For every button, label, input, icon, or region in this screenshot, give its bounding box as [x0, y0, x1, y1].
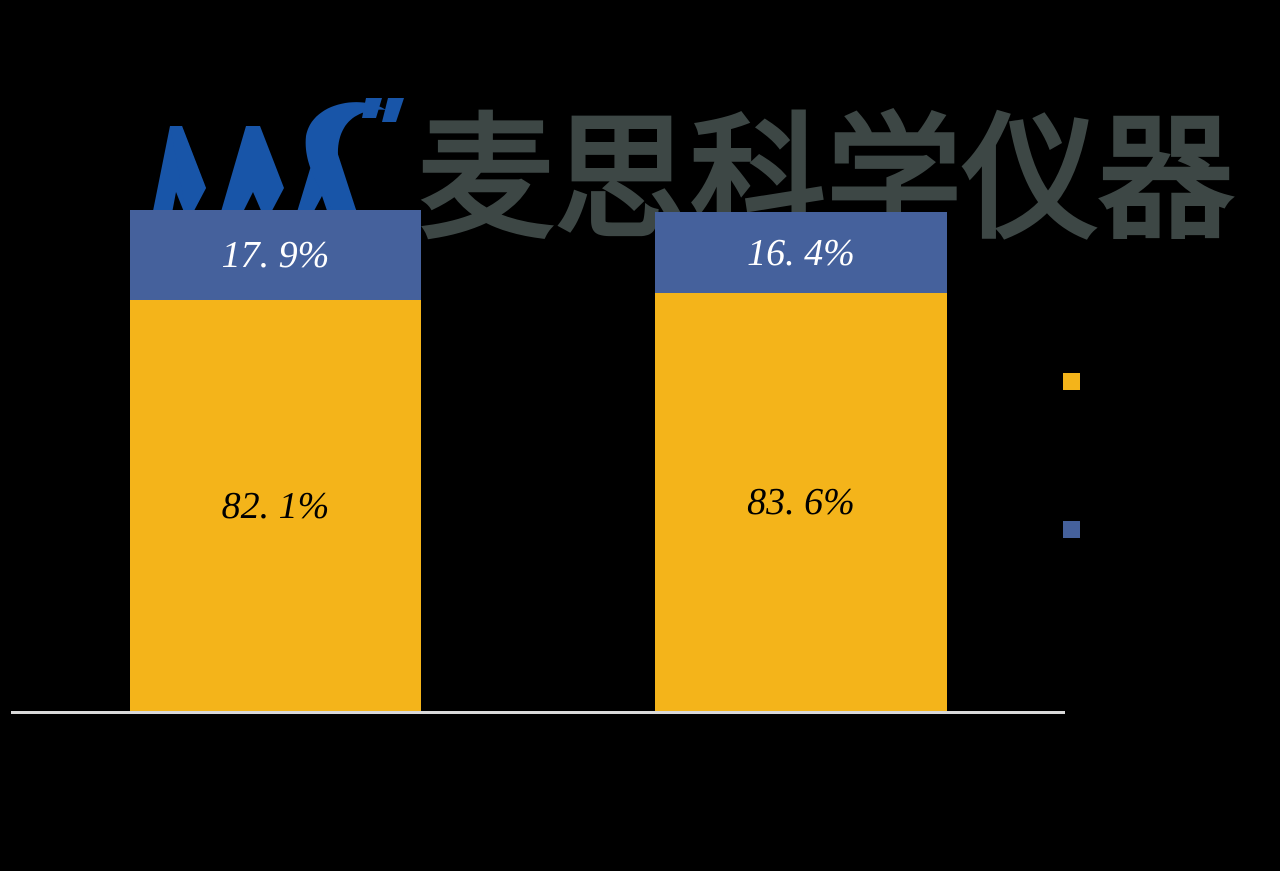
legend-swatch-series-1 [1063, 373, 1080, 390]
bar-2[interactable]: 16. 4% 83. 6% [655, 212, 947, 711]
bar-2-segment-bottom[interactable]: 83. 6% [655, 293, 947, 711]
chart-legend [1063, 373, 1263, 543]
legend-item-series-1[interactable] [1063, 373, 1090, 390]
bar-2-segment-bottom-label: 83. 6% [747, 481, 855, 523]
bar-2-segment-top-label: 16. 4% [747, 231, 855, 274]
bar-1-segment-top-label: 17. 9% [221, 234, 330, 276]
bar-1-segment-top[interactable]: 17. 9% [130, 210, 421, 300]
bar-1-segment-bottom-label: 82. 1% [221, 484, 330, 527]
legend-item-series-2[interactable] [1063, 521, 1090, 538]
x-axis-baseline [11, 711, 1065, 714]
legend-swatch-series-2 [1063, 521, 1080, 538]
bar-1-segment-bottom[interactable]: 82. 1% [130, 300, 421, 711]
bar-2-segment-top[interactable]: 16. 4% [655, 212, 947, 293]
bar-1[interactable]: 17. 9% 82. 1% [130, 210, 421, 711]
